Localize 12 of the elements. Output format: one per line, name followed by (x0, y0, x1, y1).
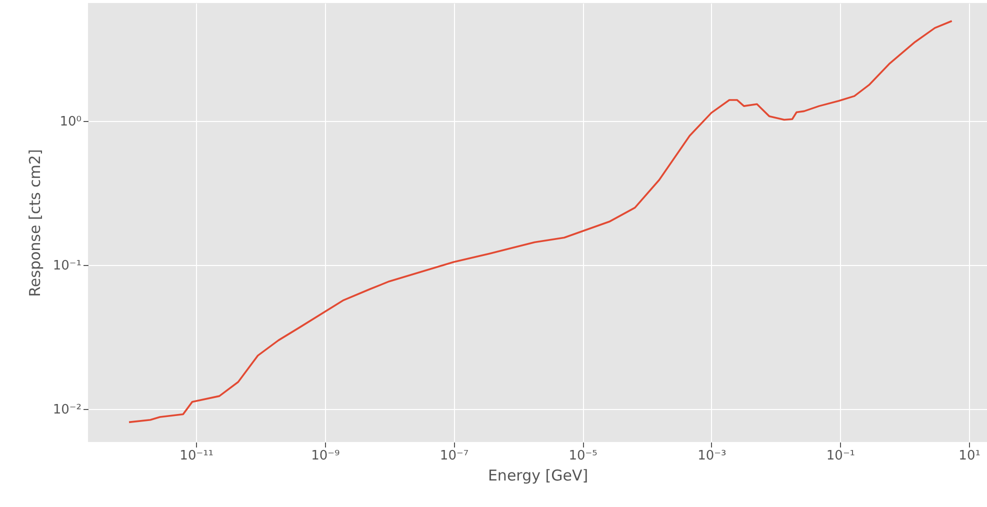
y-tick-label: 10⁰ (60, 114, 82, 130)
x-axis-title: Energy [GeV] (488, 466, 588, 484)
x-tick-label: 10⁻¹ (826, 448, 856, 464)
y-tick-label: 10⁻² (52, 402, 82, 418)
x-tick-label: 10⁻⁵ (568, 448, 598, 464)
x-tick-label: 10⁻³ (698, 448, 726, 464)
x-tick-label: 10⁻⁹ (311, 448, 340, 464)
x-tick-label: 10¹ (958, 448, 980, 464)
x-tick-label: 10⁻¹¹ (180, 448, 214, 464)
y-axis-title: Response [cts cm2] (26, 149, 44, 297)
x-tick-label: 10⁻⁷ (440, 448, 469, 464)
y-tick-label: 10⁻¹ (52, 258, 82, 274)
